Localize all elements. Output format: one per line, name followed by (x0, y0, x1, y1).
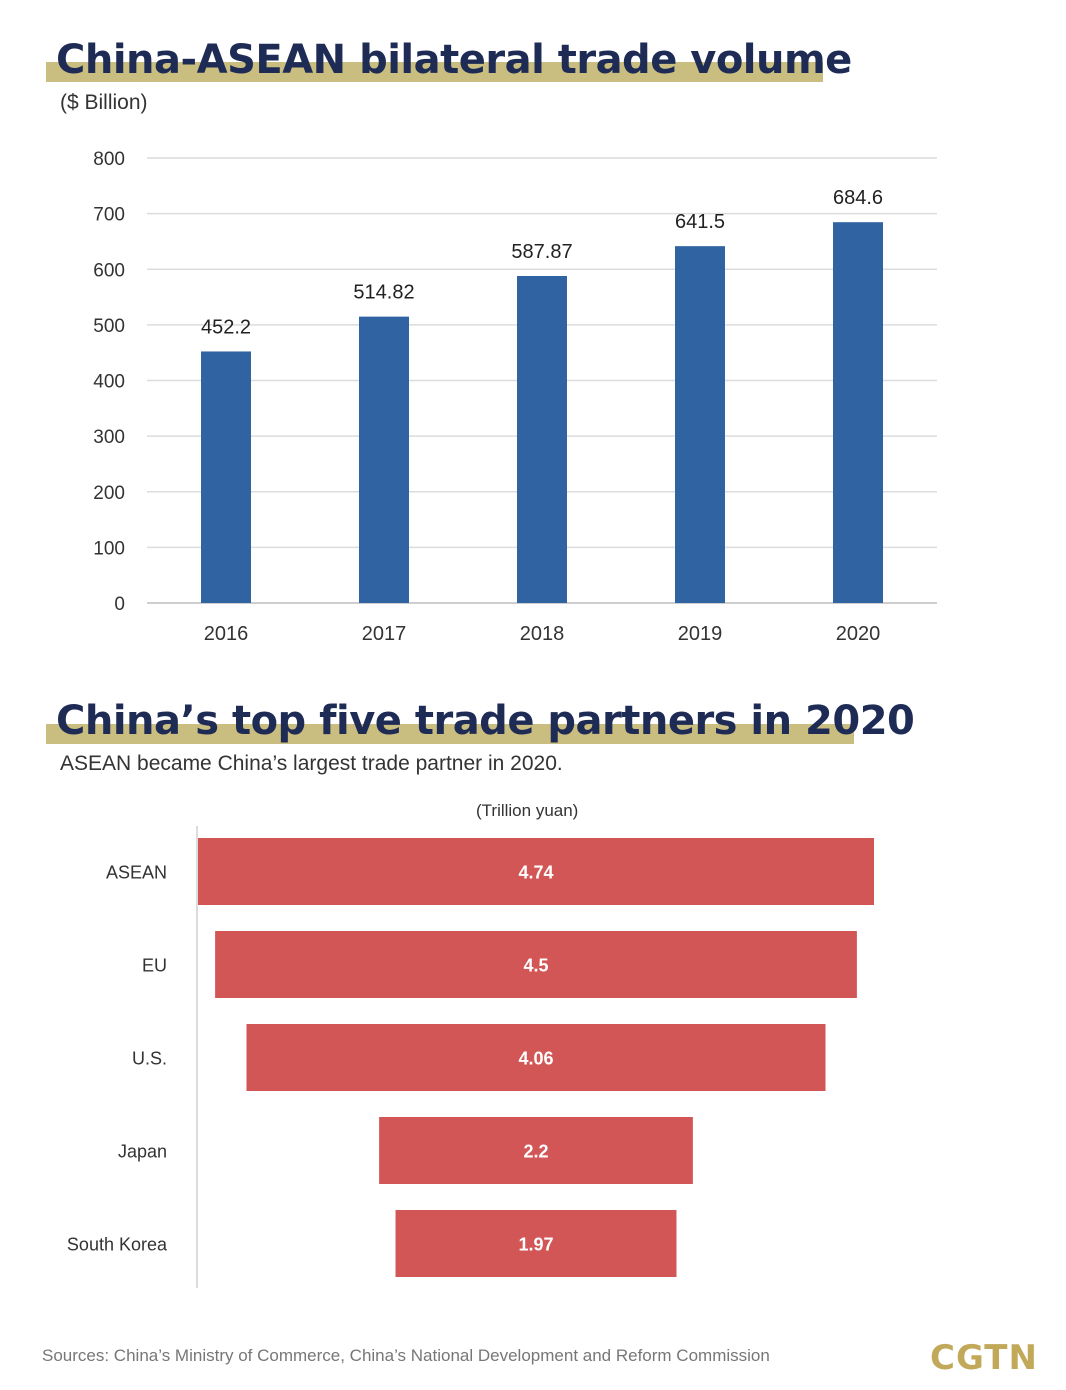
y-tick-label-100: 100 (93, 538, 125, 559)
y-tick-label-0: 0 (114, 594, 125, 615)
cgtn-logo: CGTN (930, 1338, 1038, 1378)
source-note: Sources: China’s Ministry of Commerce, C… (42, 1346, 770, 1365)
funnel-value-u-s: 4.06 (518, 1049, 553, 1069)
data-label-2020: 684.6 (833, 187, 883, 209)
bar-chart-title: China-ASEAN bilateral trade volume (56, 37, 852, 83)
funnel-chart-title-wrap: China’s top five trade partners in 2020 (46, 695, 915, 747)
y-tick-label-200: 200 (93, 483, 125, 504)
data-label-2019: 641.5 (675, 211, 725, 233)
funnel-chart-subtitle: ASEAN became China’s largest trade partn… (60, 752, 563, 775)
data-label-2017: 514.82 (353, 282, 414, 304)
funnel-bar-south-korea (395, 1210, 677, 1277)
y-tick-label-500: 500 (93, 316, 125, 337)
y-tick-label-700: 700 (93, 205, 125, 226)
x-tick-label-2020: 2020 (836, 623, 881, 645)
funnel-bar-u-s (246, 1024, 826, 1091)
funnel-unit-label: (Trillion yuan) (476, 801, 579, 820)
y-tick-label-600: 600 (93, 260, 125, 281)
bar-2018 (517, 275, 567, 603)
x-tick-label-2018: 2018 (520, 623, 565, 645)
bar-2016 (201, 351, 251, 603)
bar-2017 (359, 316, 409, 603)
data-label-2018: 587.87 (511, 241, 572, 263)
y-tick-label-300: 300 (93, 427, 125, 448)
funnel-bar-eu (215, 931, 857, 998)
x-tick-label-2019: 2019 (678, 623, 723, 645)
funnel-category-u-s: U.S. (132, 1049, 167, 1069)
data-label-2016: 452.2 (201, 316, 251, 338)
funnel-value-south-korea: 1.97 (518, 1235, 553, 1255)
bar-2020 (833, 222, 883, 603)
x-tick-label-2017: 2017 (362, 623, 407, 645)
funnel-chart-title: China’s top five trade partners in 2020 (56, 698, 915, 744)
funnel-bar-asean (198, 838, 874, 905)
funnel-category-japan: Japan (118, 1142, 167, 1162)
bar-chart-title-wrap: China-ASEAN bilateral trade volume (46, 34, 852, 86)
funnel-value-asean: 4.74 (518, 863, 553, 883)
y-tick-label-800: 800 (93, 149, 125, 170)
funnel-category-asean: ASEAN (106, 863, 167, 883)
title-highlight-band (46, 62, 823, 82)
bar-2019 (675, 246, 725, 603)
funnel-category-south-korea: South Korea (67, 1235, 168, 1255)
x-tick-label-2016: 2016 (204, 623, 249, 645)
y-tick-label-400: 400 (93, 372, 125, 393)
funnel-value-eu: 4.5 (523, 956, 548, 976)
funnel-value-japan: 2.2 (523, 1142, 548, 1162)
funnel-bar-japan (379, 1117, 693, 1184)
title-highlight-band (46, 724, 854, 744)
funnel-category-eu: EU (142, 956, 167, 976)
bar-chart-unit: ($ Billion) (60, 91, 148, 114)
